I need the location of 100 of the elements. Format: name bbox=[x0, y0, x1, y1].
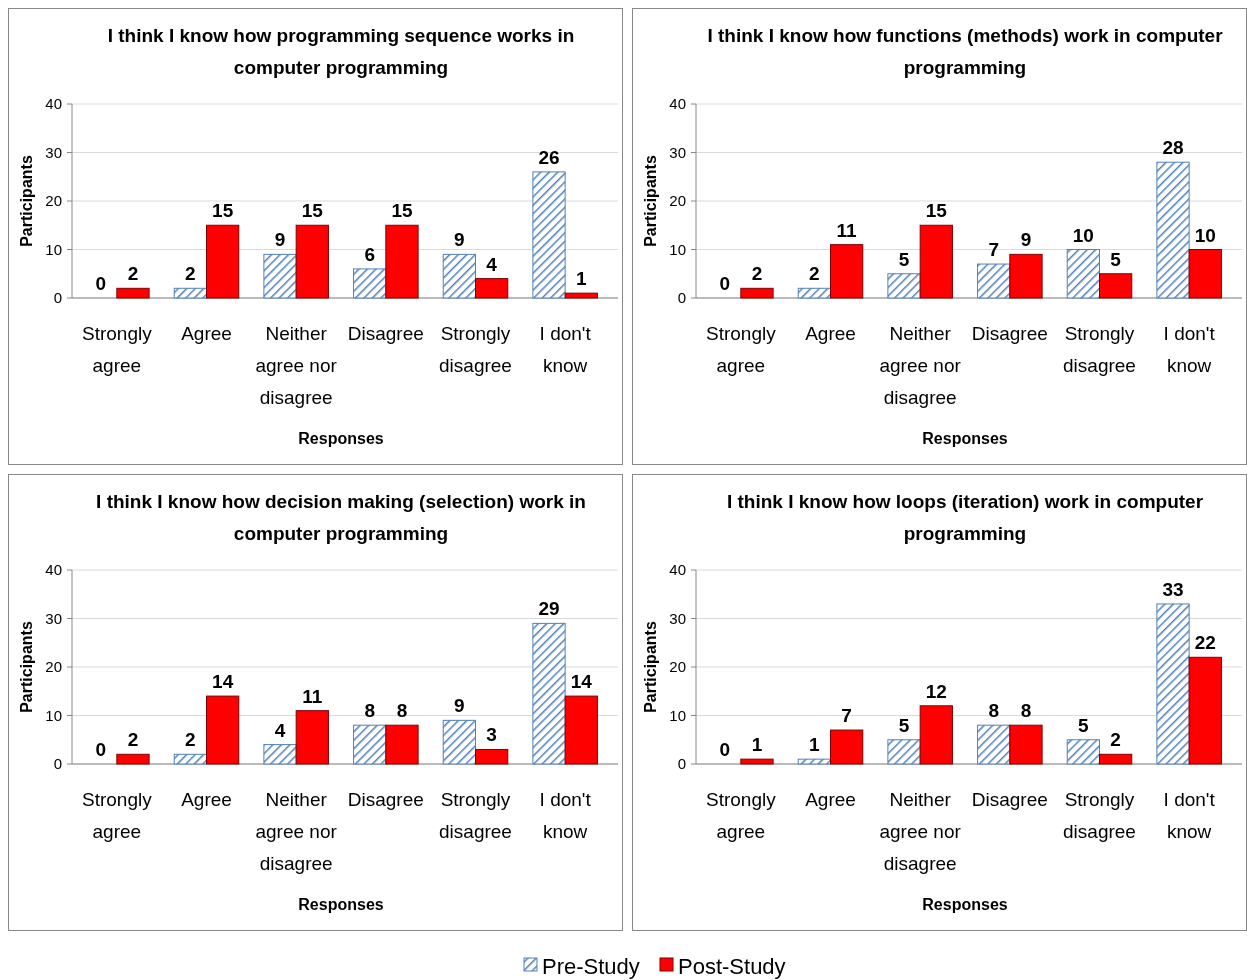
data-label: 15 bbox=[301, 200, 324, 222]
y-tick-label: 30 bbox=[669, 609, 686, 627]
bar bbox=[1066, 739, 1100, 765]
y-tick-label: 20 bbox=[669, 658, 686, 676]
data-label: 15 bbox=[925, 200, 948, 222]
legend-label: Post-Study bbox=[678, 953, 786, 979]
data-label: 9 bbox=[454, 695, 465, 717]
data-label: 5 bbox=[898, 714, 910, 736]
x-axis-title: Responses bbox=[922, 430, 1008, 447]
data-label: 12 bbox=[925, 680, 947, 702]
x-tick-label: Agree bbox=[805, 789, 856, 810]
y-tick-label: 40 bbox=[669, 95, 686, 113]
x-tick-label: I don't know bbox=[1163, 323, 1216, 376]
bar bbox=[830, 729, 864, 765]
bar bbox=[442, 719, 476, 765]
x-tick-label: Neither agree nor disagree bbox=[879, 789, 962, 874]
data-label: 9 bbox=[274, 229, 286, 251]
y-tick-label: 20 bbox=[45, 658, 62, 676]
bar bbox=[919, 705, 953, 765]
x-tick-label: Disagree bbox=[347, 323, 424, 344]
bar bbox=[116, 753, 150, 765]
data-label: 7 bbox=[988, 239, 999, 261]
bar bbox=[977, 263, 1011, 299]
bar bbox=[1009, 724, 1043, 765]
x-tick-label: Strongly agree bbox=[81, 789, 153, 842]
bar bbox=[919, 224, 953, 299]
chart-title: I think I know how decision making (selection) work in computer programming bbox=[96, 491, 586, 544]
data-label: 2 bbox=[127, 729, 139, 751]
bar bbox=[173, 287, 207, 299]
data-label: 5 bbox=[1110, 248, 1122, 270]
bar bbox=[1188, 249, 1222, 299]
data-label: 14 bbox=[212, 671, 234, 693]
x-tick-label: Agree bbox=[181, 323, 232, 344]
data-label: 5 bbox=[898, 248, 910, 270]
data-label: 0 bbox=[719, 739, 730, 760]
bar bbox=[887, 739, 921, 765]
chart-title: I think I know how programming sequence works in computer programming bbox=[107, 25, 575, 78]
data-label: 29 bbox=[538, 598, 560, 620]
bar bbox=[206, 224, 240, 299]
data-label: 11 bbox=[836, 219, 858, 241]
bar bbox=[977, 724, 1011, 765]
data-label: 0 bbox=[95, 739, 106, 760]
bar bbox=[532, 622, 566, 765]
bar bbox=[830, 244, 864, 299]
data-label: 9 bbox=[1020, 229, 1032, 251]
bar bbox=[740, 287, 774, 299]
bar bbox=[385, 724, 419, 765]
data-label: 7 bbox=[841, 705, 852, 727]
data-label: 28 bbox=[1162, 137, 1184, 159]
bar bbox=[295, 710, 329, 765]
data-label: 8 bbox=[396, 700, 408, 722]
data-label: 2 bbox=[809, 263, 820, 285]
data-label: 8 bbox=[1020, 700, 1032, 722]
data-label: 0 bbox=[95, 273, 106, 294]
x-tick-label: Neither agree nor disagree bbox=[255, 789, 338, 874]
data-label: 8 bbox=[364, 700, 375, 722]
bar bbox=[1009, 253, 1043, 299]
bar bbox=[206, 695, 240, 765]
chart-title: I think I know how loops (iteration) work in computer programming bbox=[726, 491, 1204, 544]
data-label: 15 bbox=[212, 200, 234, 222]
y-axis-title: Participants bbox=[642, 155, 659, 247]
bar bbox=[1099, 273, 1133, 299]
y-tick-label: 0 bbox=[677, 289, 686, 307]
data-label: 15 bbox=[391, 200, 413, 222]
bar bbox=[475, 748, 509, 765]
data-label: 1 bbox=[576, 268, 588, 290]
x-tick-label: Strongly disagree bbox=[439, 323, 512, 376]
x-axis-title: Responses bbox=[922, 896, 1008, 913]
x-tick-label: Disagree bbox=[347, 789, 424, 810]
y-tick-label: 30 bbox=[669, 143, 686, 161]
bar bbox=[1066, 249, 1100, 299]
bar bbox=[475, 278, 509, 299]
y-tick-label: 40 bbox=[45, 561, 62, 579]
y-tick-label: 30 bbox=[45, 143, 62, 161]
data-label: 9 bbox=[454, 229, 465, 251]
data-label: 8 bbox=[988, 700, 999, 722]
x-tick-label: Agree bbox=[805, 323, 856, 344]
y-tick-label: 10 bbox=[669, 706, 686, 724]
x-tick-label: Strongly disagree bbox=[1063, 789, 1136, 842]
data-label: 2 bbox=[751, 263, 763, 285]
x-axis-title: Responses bbox=[298, 430, 384, 447]
data-label: 22 bbox=[1194, 632, 1216, 654]
bar bbox=[740, 758, 774, 765]
data-label: 33 bbox=[1162, 578, 1184, 600]
data-label: 1 bbox=[751, 734, 763, 756]
x-tick-label: Strongly agree bbox=[81, 323, 153, 376]
bar bbox=[797, 287, 831, 299]
y-tick-label: 40 bbox=[669, 561, 686, 579]
bar bbox=[564, 695, 598, 765]
bar bbox=[353, 268, 387, 299]
bar bbox=[263, 744, 297, 765]
bar bbox=[1099, 753, 1133, 765]
data-label: 2 bbox=[185, 729, 196, 751]
data-label: 26 bbox=[538, 146, 560, 168]
data-label: 3 bbox=[486, 724, 497, 746]
bar bbox=[353, 724, 387, 765]
bar bbox=[295, 224, 329, 299]
x-tick-label: Neither agree nor disagree bbox=[879, 323, 962, 408]
data-label: 2 bbox=[185, 263, 196, 285]
bar bbox=[173, 753, 207, 765]
